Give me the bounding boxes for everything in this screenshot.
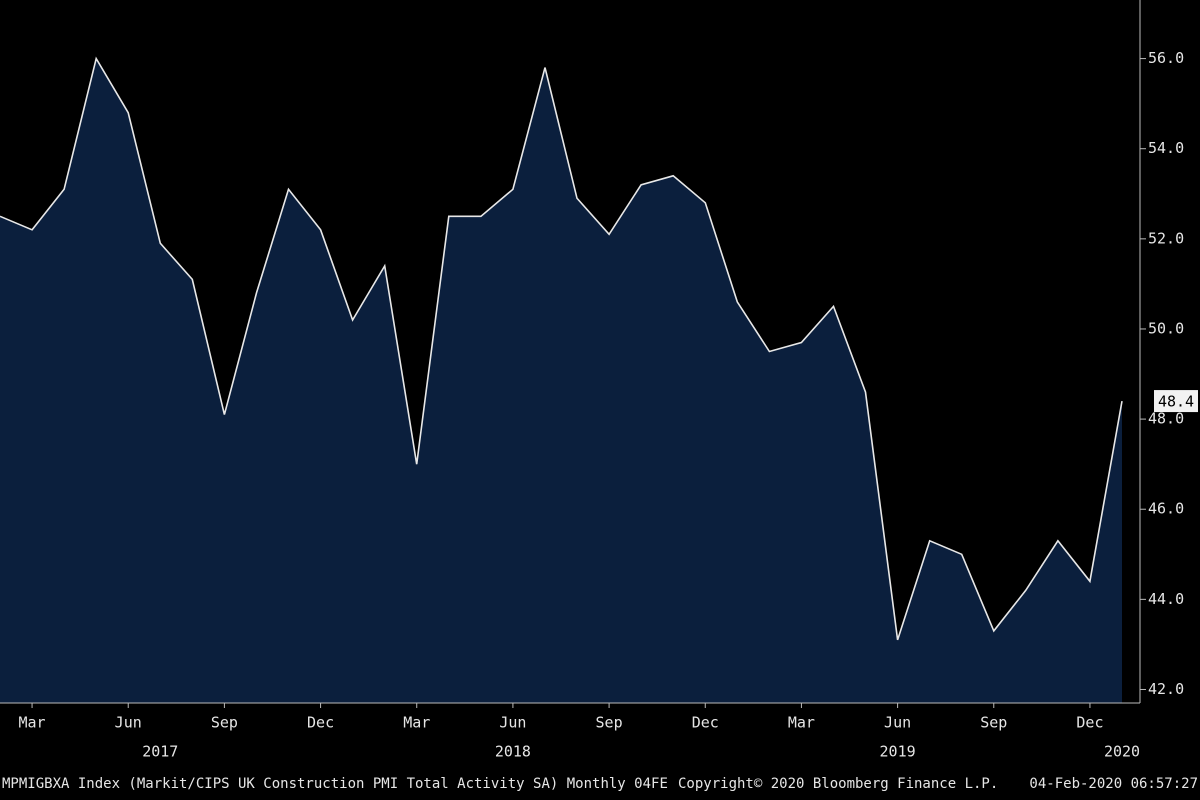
x-tick-label: Dec [1076, 714, 1103, 732]
last-value-label: 48.4 [1158, 393, 1194, 411]
y-tick-label: 56.0 [1148, 49, 1184, 67]
x-tick-label: Mar [19, 714, 46, 732]
x-tick-label: Jun [499, 714, 526, 732]
x-tick-label: Mar [403, 714, 430, 732]
y-tick-label: 50.0 [1148, 319, 1184, 337]
footer-center: Copyright© 2020 Bloomberg Finance L.P. [678, 776, 998, 792]
line [0, 56, 1123, 641]
x-tick-label: Mar [788, 714, 815, 732]
area [0, 58, 1122, 704]
y-tick-label: 42.0 [1148, 680, 1184, 698]
x-tick-label: Dec [307, 714, 334, 732]
year-label: 2019 [880, 743, 916, 761]
footer-left: MPMIGBXA Index (Markit/CIPS UK Construct… [2, 776, 668, 792]
x-tick-label: Sep [211, 714, 238, 732]
y-tick-label: 46.0 [1148, 500, 1184, 518]
x-tick-label: Sep [980, 714, 1007, 732]
year-label: 2017 [142, 743, 178, 761]
y-tick-label: 54.0 [1148, 139, 1184, 157]
x-tick-label: Sep [596, 714, 623, 732]
last-value-box [1154, 390, 1198, 413]
y-tick-label: 48.0 [1148, 410, 1184, 428]
x-tick-label: Dec [692, 714, 719, 732]
year-label: 2020 [1104, 743, 1140, 761]
year-label: 2018 [495, 743, 531, 761]
footer-right: 04-Feb-2020 06:57:27 [1029, 776, 1198, 792]
y-tick-label: 52.0 [1148, 229, 1184, 247]
y-tick-label: 44.0 [1148, 590, 1184, 608]
x-tick-label: Jun [115, 714, 142, 732]
x-tick-label: Jun [884, 714, 911, 732]
